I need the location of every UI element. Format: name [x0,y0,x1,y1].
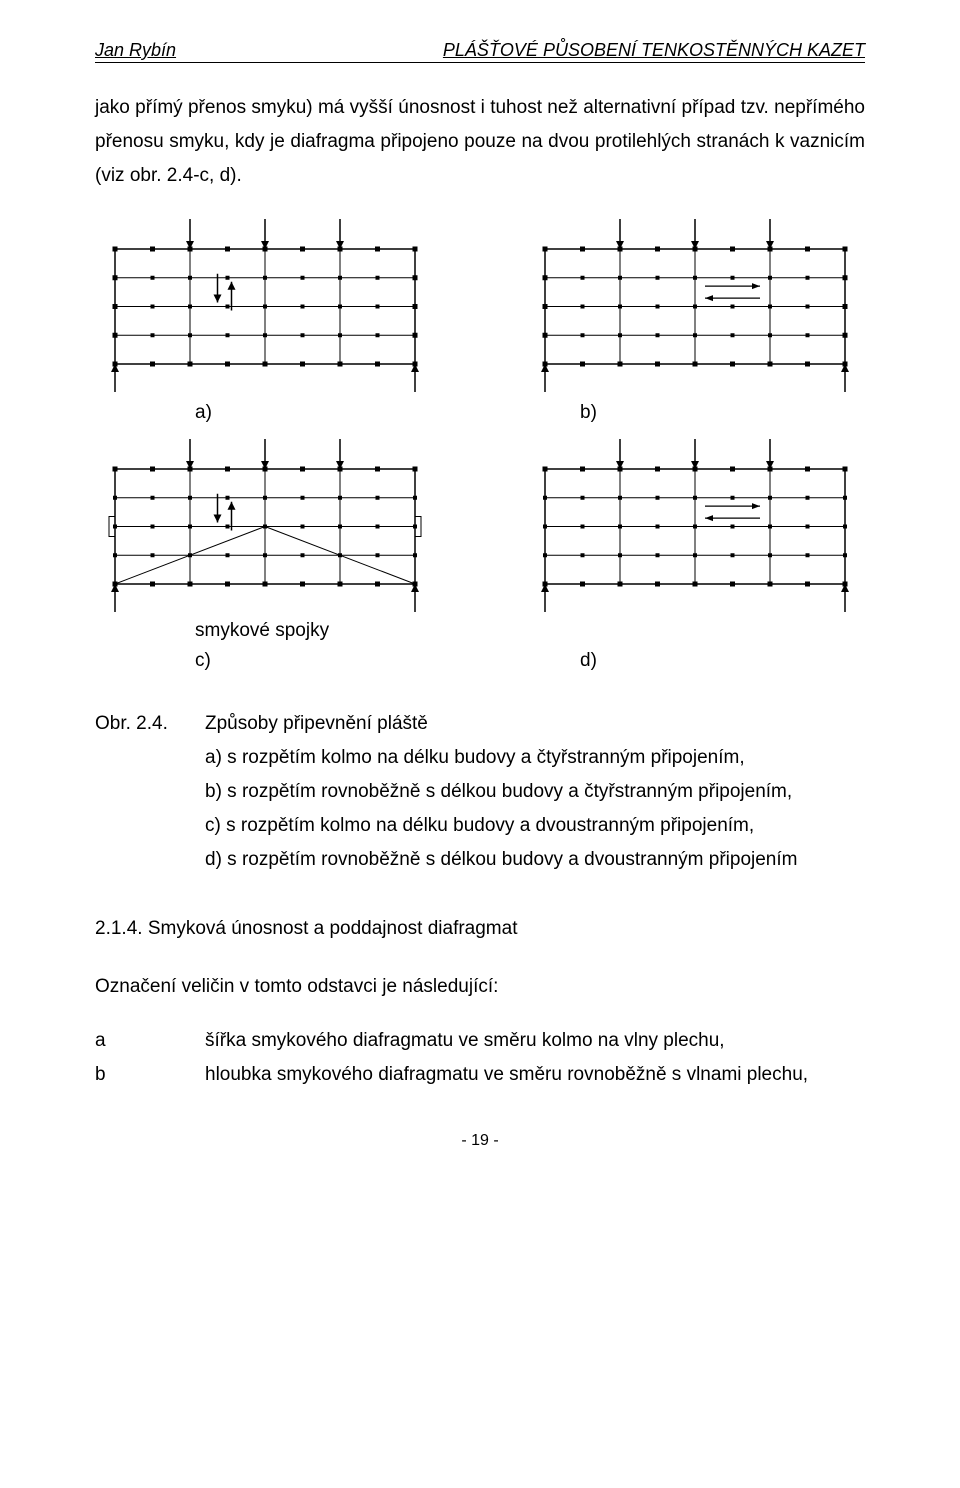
diagram-a [95,214,435,394]
label-b: b) [480,402,865,424]
figure-item-d: d) s rozpětím rovnoběžně s délkou budovy… [205,843,865,877]
def-sym-b: b [95,1058,205,1092]
smykove-spojky-label: smykové spojky [195,620,865,642]
label-c: c) [95,650,480,672]
figure-item-b: b) s rozpětím rovnoběžně s délkou budovy… [205,775,865,809]
defs-intro: Označení veličin v tomto odstavci je nás… [95,970,865,1004]
paragraph-intro: jako přímý přenos smyku) má vyšší únosno… [95,91,865,194]
caption-row-cd: c) d) [95,650,865,672]
definitions: a šířka smykového diafragmatu ve směru k… [95,1024,865,1092]
figure-item-a: a) s rozpětím kolmo na délku budovy a čt… [205,741,865,775]
page: Jan Rybín PLÁŠŤOVÉ PŮSOBENÍ TENKOSTĚNNÝC… [0,0,960,1190]
diagram-row-ab [95,214,865,394]
diagram-b [525,214,865,394]
def-txt-b: hloubka smykového diafragmatu ve směru r… [205,1058,865,1092]
page-number: - 19 - [95,1132,865,1150]
header-author: Jan Rybín [95,40,176,61]
diagram-d [525,434,865,614]
diagram-b-svg [525,214,865,394]
figure-title: Způsoby připevnění pláště [205,707,865,741]
diagram-a-svg [95,214,435,394]
diagram-c-svg [95,434,435,614]
def-row-b: b hloubka smykového diafragmatu ve směru… [95,1058,865,1092]
header-title: PLÁŠŤOVÉ PŮSOBENÍ TENKOSTĚNNÝCH KAZET [443,40,865,61]
section-title: 2.1.4. Smyková únosnost a poddajnost dia… [95,918,865,940]
def-sym-a: a [95,1024,205,1058]
diagram-d-svg [525,434,865,614]
caption-row-ab: a) b) [95,402,865,424]
figure-caption: Obr. 2.4. Způsoby připevnění pláště a) s… [95,707,865,878]
figure-label: Obr. 2.4. [95,707,205,878]
diagram-c [95,434,435,614]
def-row-a: a šířka smykového diafragmatu ve směru k… [95,1024,865,1058]
figure-item-c: c) s rozpětím kolmo na délku budovy a dv… [205,809,865,843]
def-txt-a: šířka smykového diafragmatu ve směru kol… [205,1024,865,1058]
running-header: Jan Rybín PLÁŠŤOVÉ PŮSOBENÍ TENKOSTĚNNÝC… [95,40,865,63]
label-a: a) [95,402,480,424]
diagram-row-cd [95,434,865,614]
label-d: d) [480,650,865,672]
